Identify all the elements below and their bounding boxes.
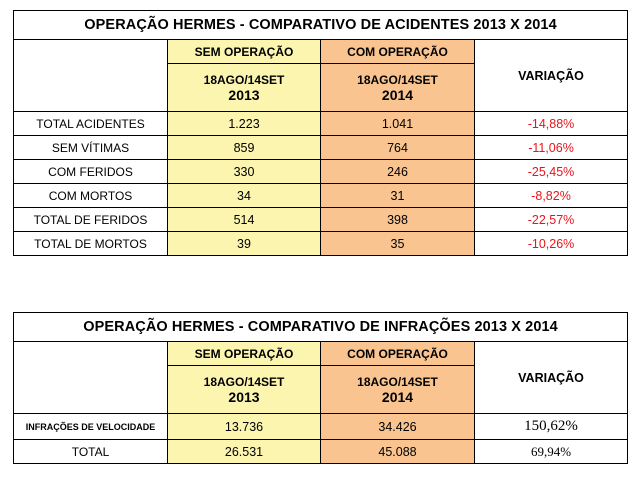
variation-value: -25,45% [473,159,629,184]
value-2013: 26.531 [167,439,321,464]
accidents-title: OPERAÇÃO HERMES - COMPARATIVO DE ACIDENT… [12,10,629,40]
variation-value: -8,82% [473,183,629,208]
accidents-col-with-header: COM OPERAÇÃO [320,39,475,64]
value-2014: 764 [320,135,475,160]
infractions-period-with-dates: 18AGO/14SET [357,374,438,389]
table-row: INFRAÇÕES DE VELOCIDADE 13.736 34.426 15… [13,413,629,440]
variation-value: -10,26% [473,231,629,256]
value-2013: 330 [167,159,321,184]
infractions-year-with: 2014 [381,388,414,405]
table-row: COM FERIDOS 330 246 -25,45% [13,159,629,184]
row-label: COM MORTOS [13,183,168,208]
row-label: COM FERIDOS [13,159,168,184]
table-row: SEM VÍTIMAS 859 764 -11,06% [13,135,629,160]
accidents-corner-cell [13,39,168,112]
variation-value: 150,62% [473,413,629,440]
accidents-period-with: 18AGO/14SET 2014 [320,63,475,112]
infractions-year-without: 2013 [228,388,260,405]
row-label: SEM VÍTIMAS [13,135,168,160]
value-2014: 246 [320,159,475,184]
table-row: COM MORTOS 34 31 -8,82% [13,183,629,208]
infractions-col-without-header: SEM OPERAÇÃO [167,341,321,366]
value-2013: 34 [167,183,321,208]
accidents-table: OPERAÇÃO HERMES - COMPARATIVO DE ACIDENT… [12,10,629,256]
accidents-period-with-dates: 18AGO/14SET [357,72,438,87]
value-2013: 1.223 [167,111,321,136]
accidents-variation-header: VARIAÇÃO [473,39,629,112]
variation-value: -22,57% [473,207,629,232]
accidents-period-without: 18AGO/14SET 2013 [167,63,321,112]
table-row: TOTAL DE MORTOS 39 35 -10,26% [13,231,629,256]
infractions-period-without-dates: 18AGO/14SET [203,374,285,389]
infractions-variation-header: VARIAÇÃO [473,341,629,414]
value-2014: 31 [320,183,475,208]
value-2014: 45.088 [320,439,475,464]
variation-value: -11,06% [473,135,629,160]
infractions-period-with: 18AGO/14SET 2014 [320,365,475,414]
value-2013: 39 [167,231,321,256]
infractions-corner-cell [13,341,168,414]
value-2014: 398 [320,207,475,232]
accidents-period-without-dates: 18AGO/14SET [203,72,285,87]
infractions-col-with-header: COM OPERAÇÃO [320,341,475,366]
infractions-period-without: 18AGO/14SET 2013 [167,365,321,414]
infractions-title: OPERAÇÃO HERMES - COMPARATIVO DE INFRAÇÕ… [12,312,629,342]
row-label: TOTAL DE FERIDOS [13,207,168,232]
row-label: TOTAL [13,439,168,464]
accidents-year-without: 2013 [228,86,260,103]
table-row: TOTAL 26.531 45.088 69,94% [13,439,629,464]
infractions-table: OPERAÇÃO HERMES - COMPARATIVO DE INFRAÇÕ… [12,312,629,464]
row-label: INFRAÇÕES DE VELOCIDADE [13,413,168,440]
accidents-year-with: 2014 [381,86,414,103]
row-label: TOTAL ACIDENTES [13,111,168,136]
value-2013: 13.736 [167,413,321,440]
table-row: TOTAL DE FERIDOS 514 398 -22,57% [13,207,629,232]
table-row: TOTAL ACIDENTES 1.223 1.041 -14,88% [13,111,629,136]
value-2014: 35 [320,231,475,256]
value-2013: 514 [167,207,321,232]
accidents-col-without-header: SEM OPERAÇÃO [167,39,321,64]
value-2014: 1.041 [320,111,475,136]
variation-value: 69,94% [473,439,629,464]
variation-value: -14,88% [473,111,629,136]
row-label: TOTAL DE MORTOS [13,231,168,256]
value-2013: 859 [167,135,321,160]
value-2014: 34.426 [320,413,475,440]
